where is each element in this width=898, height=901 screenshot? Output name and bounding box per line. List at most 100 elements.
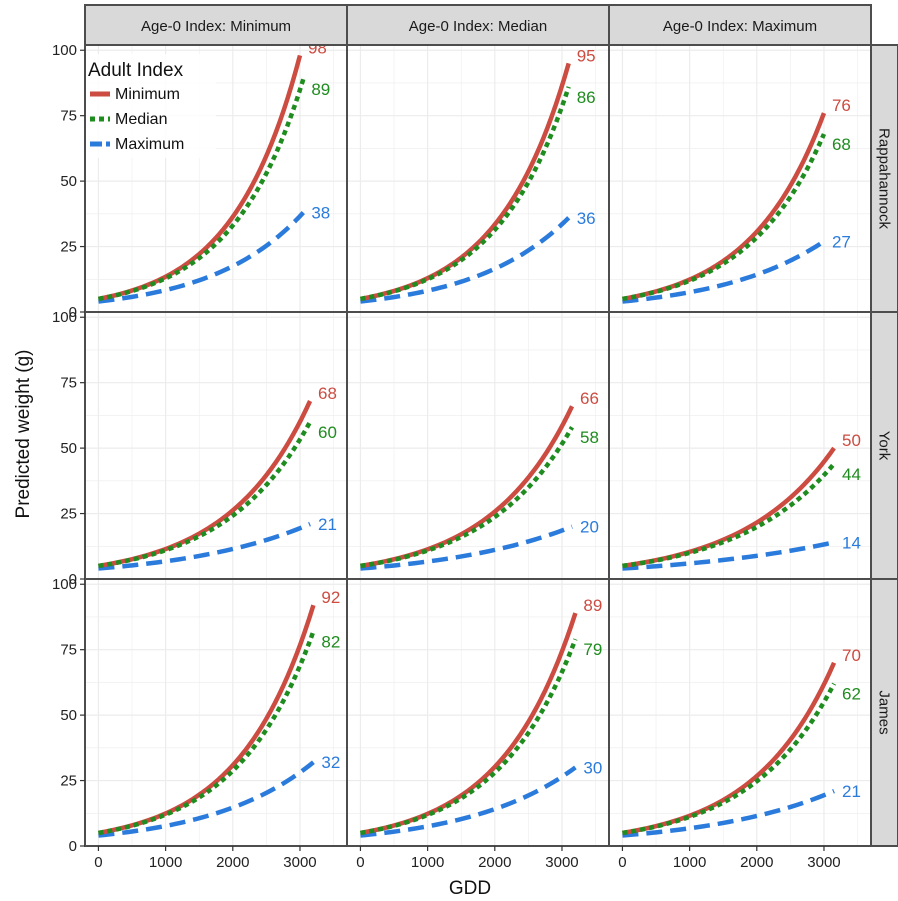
y-tick-label: 0 [69,838,77,855]
panel-r1-c2 [609,312,871,580]
end-label-maximum: 21 [842,782,861,801]
series-line-minimum [360,405,575,569]
panel-background [347,312,609,579]
panel-series-r1-c1: 66 58 20 [360,389,599,571]
series-line-median [360,638,578,836]
panel-series-r1-c2: 50 44 14 [622,431,861,571]
end-label-minimum: 95 [577,46,596,65]
panel-background [609,579,871,846]
panel-series-r1-c0: 68 60 21 [98,384,337,571]
end-label-median: 44 [842,465,861,484]
row-strip-label: Rappahannock [876,128,893,229]
x-tick-label: 1000 [673,854,706,871]
column-strip-label: Age-0 Index: Maximum [663,18,817,35]
panel-series-r0-c2: 76 68 27 [622,96,851,304]
y-tick-label: 50 [60,173,77,190]
row-strip [870,578,898,847]
column-strip [608,4,872,46]
end-label-maximum: 38 [311,204,330,223]
series-line-minimum [622,112,827,302]
end-label-minimum: 89 [583,596,602,615]
row-strip-label: York [876,431,893,461]
x-tick-label: 1000 [149,854,182,871]
row-strip [870,44,898,313]
series-line-minimum [622,446,836,569]
panel-series-r0-c1: 95 86 36 [360,46,596,304]
end-label-maximum: 32 [321,753,340,772]
panel-series-r2-c0: 92 82 32 [98,588,340,838]
panel-series-r2-c1: 89 79 30 [360,596,602,838]
series-line-median [622,462,836,569]
end-label-maximum: 14 [842,533,861,552]
y-tick-label: 100 [52,576,77,593]
legend-entries: Minimum Median Maximum [90,86,184,153]
end-label-median: 62 [842,685,861,704]
panel-series-r2-c2: 70 62 21 [622,646,861,838]
end-label-median: 58 [580,428,599,447]
series-line-minimum [360,62,571,302]
series-line-maximum [360,216,571,304]
panel-background [85,579,347,846]
end-label-minimum: 92 [321,588,340,607]
y-tick-label: 50 [60,707,77,724]
series-line-median [360,426,574,569]
series-line-minimum [98,54,303,302]
y-tick-label: 25 [60,239,77,256]
x-tick-label: 3000 [807,854,840,871]
end-label-median: 89 [311,80,330,99]
end-label-median: 68 [832,135,851,154]
end-label-minimum: 50 [842,431,861,450]
end-label-median: 60 [318,423,337,442]
series-line-maximum [622,788,835,838]
end-label-maximum: 20 [580,518,599,537]
row-strip-label: James [876,690,893,734]
legend: Adult Index Minimum Median Maximum [86,54,216,158]
end-label-minimum: 76 [832,96,851,115]
series-line-maximum [98,521,311,571]
series-line-maximum [98,210,305,304]
y-tick-label: 50 [60,440,77,457]
legend-label-minimum: Minimum [115,86,180,103]
series-line-median [98,630,316,836]
y-axis-title: Predicted weight (g) [13,350,34,519]
y-tick-label: 25 [60,773,77,790]
panel-r1-c0 [85,312,347,580]
y-tick-label: 100 [52,42,77,59]
column-strip [84,4,348,46]
x-tick-label: 0 [618,854,626,871]
series-line-median [98,78,306,302]
legend-title: Adult Index [88,60,184,81]
y-tick-label: 75 [60,108,77,125]
end-label-median: 86 [577,88,596,107]
series-line-maximum [360,765,577,838]
panel-r2-c1 [347,579,609,847]
strips-layer: Age-0 Index: Minimum Age-0 Index: Median A… [84,4,898,847]
end-label-maximum: 36 [577,209,596,228]
legend-label-median: Median [115,111,167,128]
series-line-maximum [360,524,573,571]
panels-layer: 9889389586367668276860216658205044149282… [84,38,872,847]
x-tick-label: 0 [356,854,364,871]
legend-background [86,54,216,158]
legend-label-maximum: Maximum [115,136,184,153]
end-label-median: 82 [321,632,340,651]
end-label-minimum: 70 [842,646,861,665]
panel-background [347,579,609,846]
x-tick-label: 2000 [478,854,511,871]
x-tick-label: 0 [94,854,102,871]
end-label-maximum: 30 [583,758,602,777]
series-line-median [98,420,313,569]
column-strip-label: Age-0 Index: Minimum [141,18,291,35]
series-line-median [622,682,837,836]
y-tick-label: 100 [52,309,77,326]
series-line-maximum [622,540,835,571]
panel-background [347,45,609,312]
column-strip [346,4,610,46]
x-axis-title: GDD [449,878,491,899]
end-label-minimum: 66 [580,389,599,408]
series-line-maximum [98,760,315,838]
series-line-maximum [622,239,826,304]
x-tick-label: 1000 [411,854,444,871]
